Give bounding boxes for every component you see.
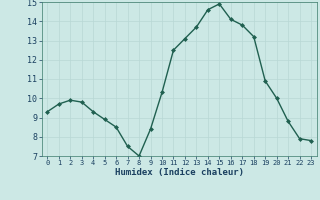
X-axis label: Humidex (Indice chaleur): Humidex (Indice chaleur) <box>115 168 244 177</box>
